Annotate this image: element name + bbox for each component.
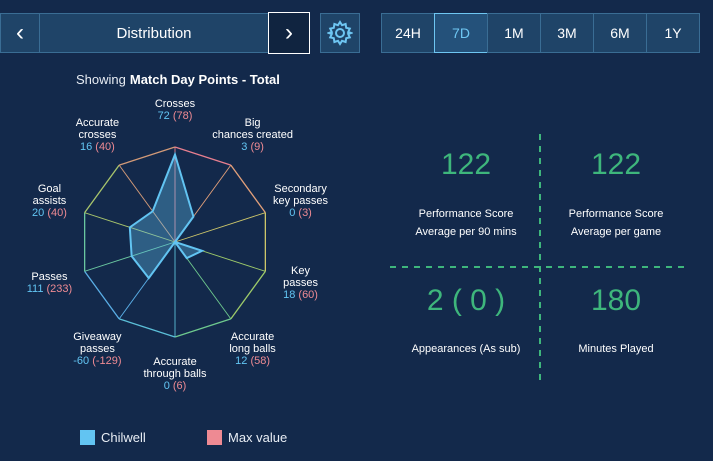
range-label: 1Y [664,25,682,41]
showing-title: Match Day Points - Total [129,72,280,87]
stat-label-per-game: Performance Score Average per game [568,208,664,238]
radar-outline-edge [174,146,232,166]
radar-axis-label: Big chances created 3 (9) [212,117,293,154]
legend-label-player: Chilwell [101,430,146,445]
chevron-right-icon: › [285,19,293,46]
chevron-left-icon: ‹ [16,19,24,46]
showing-caption: Showing Match Day Points - Total [76,72,280,87]
radar-axis-label: Accurate crosses 16 (40) [75,117,120,154]
range-label: 3M [557,25,577,41]
radar-axis-label: Giveaway passes -60 (-129) [73,330,122,367]
showing-prefix: Showing [76,72,126,87]
radar-axis-label: Crosses 72 (78) [154,98,196,122]
radar-axis-label: Goal assists 20 (40) [32,183,67,220]
stat-value-per-game: 122 [590,148,642,181]
settings-button[interactable] [320,13,360,53]
radar-outline-edge [84,164,120,214]
section-title-button[interactable]: Distribution [39,13,269,53]
range-label: 1M [504,25,524,41]
stat-label-minutes: Minutes Played [578,343,654,355]
range-label: 7D [452,25,470,41]
stat-value-per90: 122 [440,148,492,181]
radar-spoke [118,164,176,243]
stat-value-appearances: 2 ( 0 ) [426,284,506,317]
stat-label-per90: Performance Score Average per 90 mins [415,208,517,238]
radar-outline-edge [118,318,176,338]
prev-button[interactable]: ‹ [0,13,40,53]
stat-label-appearances: Appearances (As sub) [411,343,521,355]
radar-axis-label: Accurate long balls 12 (58) [229,330,276,367]
gear-icon [327,20,353,46]
legend-swatch-player [80,430,95,445]
legend-item-max: Max value [207,430,287,445]
radar-outline-edge [230,164,266,214]
legend-item-player: Chilwell [80,430,146,445]
radar-outline-edge [118,146,176,166]
stat-value-minutes: 180 [590,284,642,317]
radar-outline-edge [174,318,232,338]
range-label: 6M [610,25,630,41]
legend-swatch-max [207,430,222,445]
radar-axis-label: Secondary key passes 0 (3) [273,183,329,220]
radar-spoke [84,241,176,272]
next-button[interactable]: › [268,12,310,54]
range-24h-button[interactable]: 24H [381,13,435,53]
range-7d-button[interactable]: 7D [434,13,488,53]
radar-axis-label: Key passes 18 (60) [283,264,318,301]
radar-outline-edge [230,270,266,320]
range-1y-button[interactable]: 1Y [646,13,700,53]
range-1m-button[interactable]: 1M [487,13,541,53]
legend-label-max: Max value [228,430,288,445]
radar-outline-edge [84,270,120,320]
range-label: 24H [395,25,421,41]
section-title: Distribution [116,24,192,42]
range-3m-button[interactable]: 3M [540,13,594,53]
radar-series-player [128,151,205,280]
radar-spoke [174,212,266,243]
radar-axis-label: Accurate through balls 0 (6) [143,356,207,392]
radar-axis-label: Passes 111 (233) [26,270,73,295]
